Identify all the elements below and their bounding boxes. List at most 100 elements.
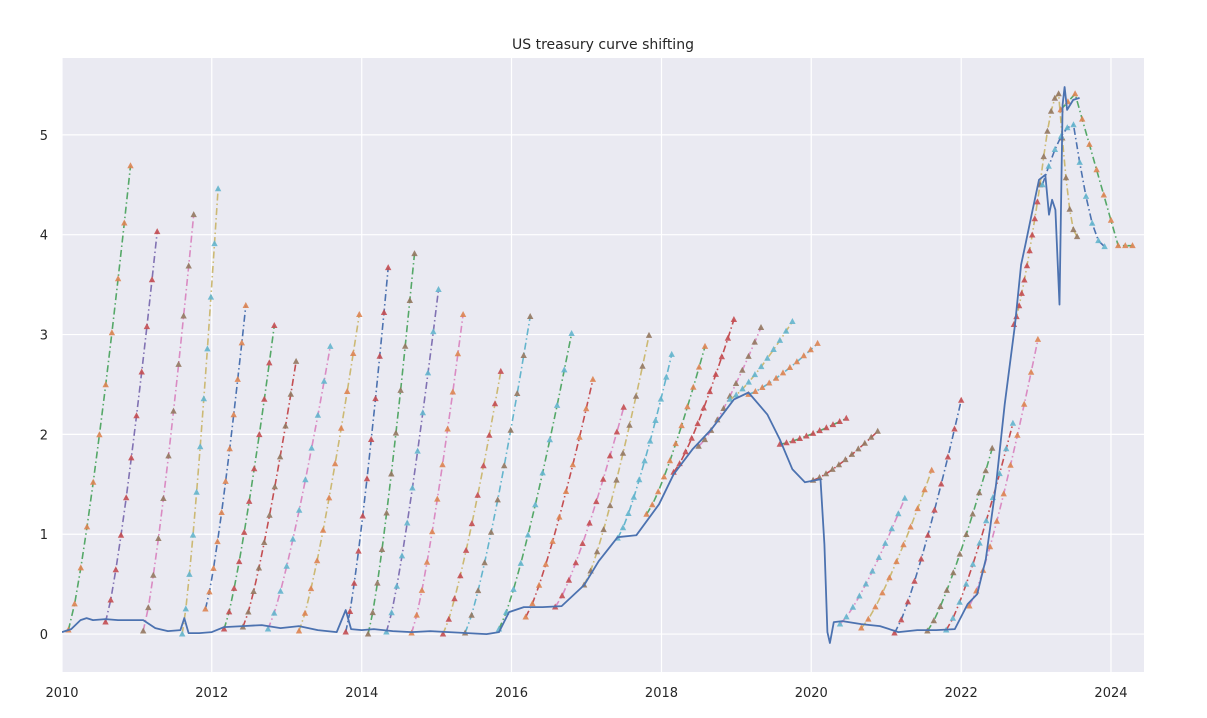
forward-curve-marker	[314, 411, 322, 418]
forward-curve-marker	[758, 363, 765, 370]
forward-curve-marker	[914, 505, 921, 512]
forward-curve-marker	[271, 609, 278, 616]
forward-curve-marker	[898, 616, 905, 623]
forward-curve-marker	[701, 436, 708, 443]
forward-curve-10	[364, 250, 418, 637]
forward-curve-1	[102, 228, 161, 625]
forward-curve-marker	[383, 628, 390, 635]
forward-curve-marker	[757, 324, 765, 330]
forward-curve-marker	[549, 537, 556, 544]
forward-curve-marker	[1040, 153, 1047, 160]
forward-curve-marker	[904, 598, 912, 605]
forward-curve-marker	[206, 588, 213, 595]
forward-curve-marker	[726, 392, 733, 399]
forward-curve-marker	[245, 608, 252, 615]
forward-curve-marker	[886, 574, 893, 581]
forward-curve-marker	[356, 311, 363, 317]
forward-curve-marker	[807, 346, 814, 353]
forward-curve-marker	[419, 409, 426, 416]
forward-curve-2	[140, 211, 197, 634]
forward-curve-marker	[782, 327, 790, 334]
forward-curve-marker	[439, 461, 446, 468]
forward-curve-marker	[1064, 124, 1071, 131]
forward-curve-marker	[256, 431, 263, 438]
y-tick-label: 5	[40, 129, 48, 144]
forward-curve-marker	[186, 570, 193, 577]
forward-curve-marker	[855, 445, 862, 452]
forward-curve-marker	[374, 579, 381, 586]
forward-curve-marker	[835, 461, 843, 468]
forward-curve-marker	[189, 531, 197, 538]
forward-curve-marker	[451, 595, 458, 602]
forward-curve-marker	[625, 510, 632, 516]
forward-curve-marker	[956, 598, 963, 605]
forward-curve-marker	[402, 342, 409, 349]
forward-curve-12	[408, 311, 467, 636]
forward-curve-marker	[207, 293, 215, 300]
forward-curve-marker	[579, 540, 586, 546]
forward-curve-marker	[429, 528, 436, 535]
forward-curve-marker	[733, 391, 740, 398]
forward-curve-marker	[1026, 247, 1033, 254]
forward-curve-marker	[672, 440, 679, 447]
forward-curve-marker	[406, 297, 413, 303]
forward-curve-marker	[218, 509, 225, 515]
forward-curve-marker	[660, 473, 668, 480]
forward-curve-marker	[695, 363, 703, 370]
forward-curve-marker	[449, 388, 456, 395]
forward-curve-marker	[276, 453, 284, 460]
forward-curve-marker	[392, 429, 400, 436]
forward-curve-marker	[418, 586, 426, 593]
forward-curve-marker	[963, 580, 970, 587]
forward-curve-marker	[619, 449, 627, 456]
forward-curve-marker	[413, 611, 420, 618]
forward-curve-marker	[211, 240, 218, 247]
forward-curve-marker	[657, 395, 665, 402]
forward-curve-marker	[459, 311, 467, 317]
forward-curve-line	[442, 371, 502, 635]
forward-curve-marker	[242, 302, 249, 308]
forward-curve-marker	[1007, 461, 1014, 468]
forward-curve-13	[439, 367, 504, 637]
forward-curve-marker	[655, 488, 662, 495]
forward-curve-marker	[307, 585, 315, 592]
forward-curve-marker	[121, 219, 128, 226]
forward-curve-marker	[843, 414, 850, 421]
forward-curve-marker	[202, 605, 209, 612]
forward-curve-line	[204, 305, 247, 610]
forward-curve-marker	[230, 411, 237, 418]
forward-curve-marker	[943, 586, 950, 593]
forward-curve-marker	[364, 630, 372, 637]
short-rate-line	[62, 86, 1080, 644]
forward-curve-marker	[133, 412, 140, 419]
forward-curve-marker	[911, 577, 918, 584]
forward-curve-marker	[931, 506, 938, 513]
forward-curve-marker	[1062, 174, 1070, 181]
forward-curve-marker	[1014, 431, 1021, 438]
forward-curve-23	[726, 318, 796, 402]
forward-curve-marker	[1115, 242, 1122, 249]
forward-curve-marker	[730, 316, 738, 322]
forward-curve-14	[461, 313, 534, 636]
forward-curve-marker	[376, 352, 383, 359]
forward-curve-marker	[397, 386, 404, 393]
forward-curve-marker	[1129, 242, 1136, 249]
y-tick-label: 0	[40, 628, 48, 643]
forward-curve-marker	[874, 427, 881, 434]
forward-curve-marker	[718, 353, 725, 360]
forward-curve-marker	[766, 379, 773, 386]
x-tick-label: 2010	[45, 686, 78, 701]
forward-curve-marker	[414, 447, 421, 454]
forward-curve-marker	[583, 405, 590, 412]
forward-curve-marker	[117, 531, 125, 538]
forward-curve-marker	[561, 366, 568, 373]
forward-curve-marker	[589, 375, 597, 382]
forward-curve-17	[552, 403, 627, 610]
forward-curve-marker	[682, 448, 689, 455]
forward-curve-marker	[569, 461, 576, 468]
plot-area	[61, 58, 1144, 672]
forward-curve-marker	[388, 470, 395, 477]
forward-curve-marker	[468, 611, 475, 618]
forward-curve-marker	[1044, 127, 1051, 134]
